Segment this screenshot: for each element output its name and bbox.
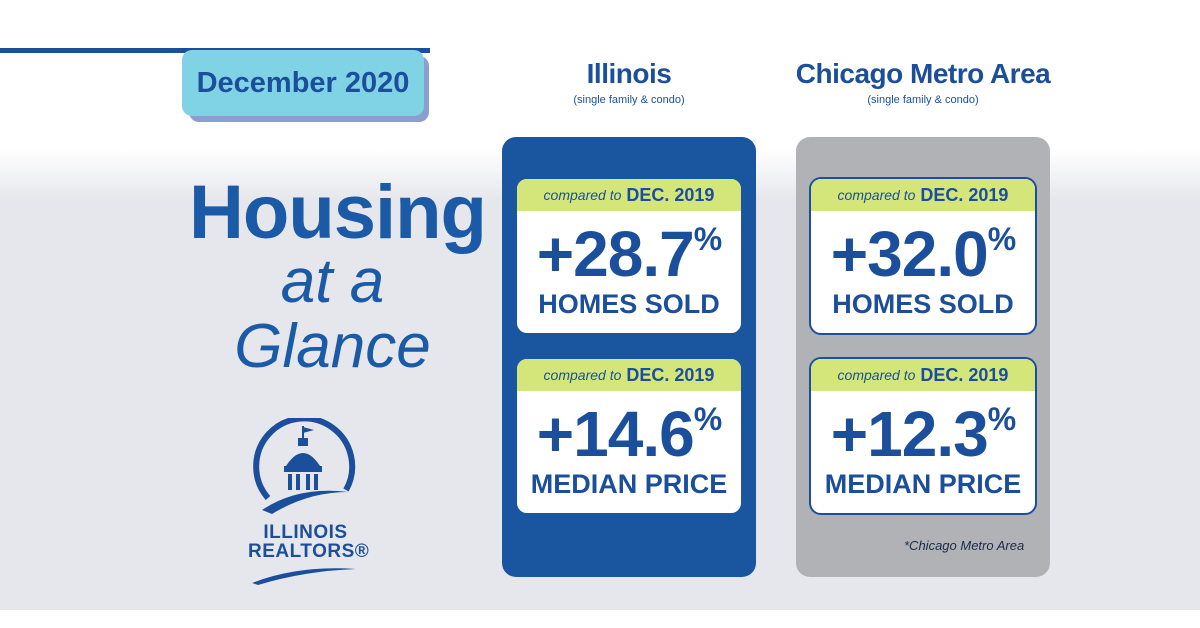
stat-card-homes-sold: compared to DEC. 2019 +32.0% HOMES SOLD	[809, 177, 1037, 335]
logo-wordmark-line-1: ILLINOIS	[263, 522, 348, 543]
illinois-panel: compared to DEC. 2019 +28.7% HOMES SOLD …	[502, 137, 756, 577]
comparison-label: compared to	[543, 187, 622, 203]
logo-wordmark-line-2: REALTORS®	[248, 541, 370, 562]
hero-line-1: Housing	[189, 170, 487, 255]
comparison-header: compared to DEC. 2019	[517, 179, 741, 211]
column-subtitle: (single family & condo)	[867, 94, 979, 106]
stat-unit: %	[693, 401, 722, 437]
stat-metric: HOMES SOLD	[538, 289, 720, 319]
date-tab: December 2020	[182, 50, 424, 116]
capitol-dome-icon	[253, 415, 356, 514]
stat-card-median-price: compared to DEC. 2019 +14.6% MEDIAN PRIC…	[515, 357, 743, 515]
stat-metric: MEDIAN PRICE	[824, 469, 1022, 499]
hero-title: Housing at a Glance	[120, 175, 490, 381]
stat-unit: %	[693, 221, 722, 257]
logo-swoosh-icon	[252, 568, 356, 585]
stat-card-median-price: compared to DEC. 2019 +12.3% MEDIAN PRIC…	[809, 357, 1037, 515]
stat-value: +28.7%	[517, 219, 741, 289]
comparison-period: DEC. 2019	[920, 364, 1009, 385]
stat-number: +14.6	[536, 398, 695, 470]
footnote: *Chicago Metro Area	[904, 538, 1025, 553]
bottom-strip	[0, 610, 1200, 628]
stat-metric: MEDIAN PRICE	[530, 469, 728, 499]
illinois-realtors-logo: ILLINOIS REALTORS®	[248, 415, 370, 590]
hero-line-2: at a	[280, 247, 385, 316]
chicago-panel: compared to DEC. 2019 +32.0% HOMES SOLD …	[796, 137, 1050, 577]
hero-line-3: Glance	[234, 312, 431, 381]
stat-metric: HOMES SOLD	[832, 289, 1014, 319]
stat-number: +28.7	[536, 218, 695, 290]
stat-unit: %	[987, 401, 1016, 437]
comparison-period: DEC. 2019	[626, 364, 715, 385]
column-name: Chicago Metro Area	[795, 58, 1051, 89]
column-subtitle: (single family & condo)	[573, 94, 685, 106]
stat-number: +12.3	[830, 398, 989, 470]
comparison-label: compared to	[543, 367, 622, 383]
stat-value: +32.0%	[811, 219, 1035, 289]
comparison-header: compared to DEC. 2019	[811, 179, 1035, 211]
comparison-period: DEC. 2019	[626, 184, 715, 205]
stat-value: +12.3%	[811, 399, 1035, 469]
column-name: Illinois	[586, 58, 672, 89]
stat-unit: %	[987, 221, 1016, 257]
column-header-chicago: Chicago Metro Area (single family & cond…	[776, 58, 1070, 106]
comparison-header: compared to DEC. 2019	[811, 359, 1035, 391]
date-label: December 2020	[196, 66, 410, 99]
stat-card-homes-sold: compared to DEC. 2019 +28.7% HOMES SOLD	[515, 177, 743, 335]
comparison-label: compared to	[837, 367, 916, 383]
stat-number: +32.0	[830, 218, 989, 290]
comparison-label: compared to	[837, 187, 916, 203]
comparison-header: compared to DEC. 2019	[517, 359, 741, 391]
column-header-illinois: Illinois (single family & condo)	[502, 58, 756, 106]
stat-value: +14.6%	[517, 399, 741, 469]
comparison-period: DEC. 2019	[920, 184, 1009, 205]
